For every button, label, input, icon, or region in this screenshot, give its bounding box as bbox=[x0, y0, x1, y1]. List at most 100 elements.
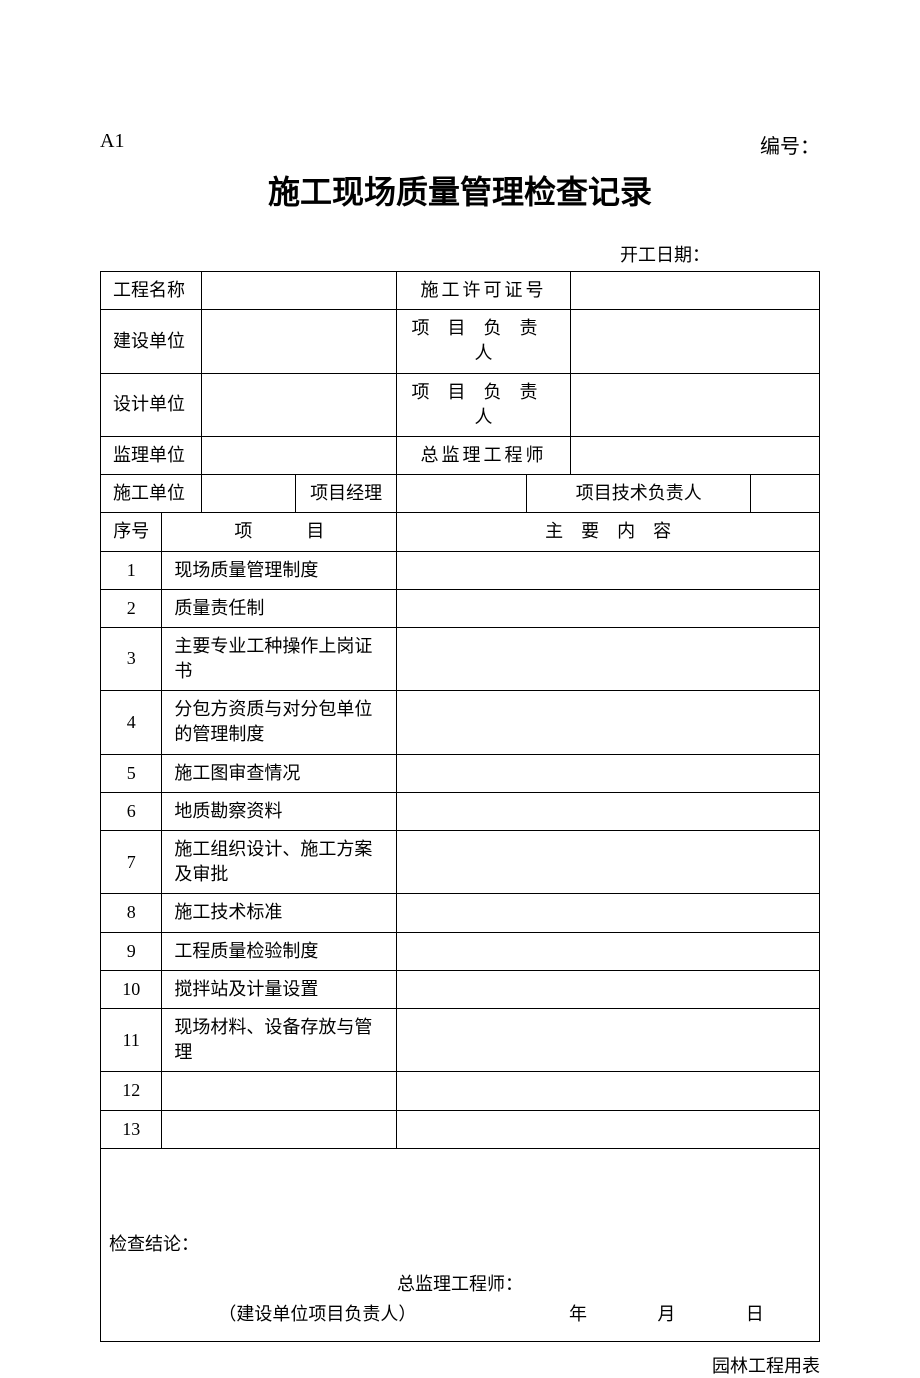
label-proj-mgr: 项目经理 bbox=[296, 475, 397, 513]
cell-design-unit[interactable] bbox=[202, 373, 397, 436]
table-row: 9 工程质量检验制度 bbox=[101, 932, 820, 970]
content-cell[interactable] bbox=[397, 831, 820, 894]
table-row: 4 分包方资质与对分包单位的管理制度 bbox=[101, 691, 820, 754]
item-cell: 施工技术标准 bbox=[162, 894, 397, 932]
cell-tech-leader[interactable] bbox=[751, 475, 820, 513]
label-constr-unit: 施工单位 bbox=[101, 475, 202, 513]
table-row: 5 施工图审查情况 bbox=[101, 754, 820, 792]
table-row: 7 施工组织设计、施工方案及审批 bbox=[101, 831, 820, 894]
signature-block: 总监理工程师： （建设单位项目负责人） 年 月 日 bbox=[101, 1272, 819, 1326]
item-cell: 施工组织设计、施工方案及审批 bbox=[162, 831, 397, 894]
conclusion-row: 检查结论： 总监理工程师： （建设单位项目负责人） 年 月 日 bbox=[101, 1148, 820, 1341]
table-row: 13 bbox=[101, 1110, 820, 1148]
label-project-name: 工程名称 bbox=[101, 272, 202, 310]
sn-cell: 2 bbox=[101, 589, 162, 627]
doc-code: A1 bbox=[100, 130, 124, 159]
item-cell: 现场质量管理制度 bbox=[162, 551, 397, 589]
sn-cell: 3 bbox=[101, 627, 162, 690]
main-table: 工程名称 施工许可证号 建设单位 项 目 负 责 人 设计单位 项 目 负 责 … bbox=[100, 271, 820, 1342]
footer-label: 园林工程用表 bbox=[100, 1352, 820, 1378]
sig-engineer-label: 总监理工程师： bbox=[101, 1272, 819, 1297]
table-row: 10 搅拌站及计量设置 bbox=[101, 970, 820, 1008]
conclusion-label: 检查结论： bbox=[109, 1232, 811, 1257]
item-cell bbox=[162, 1072, 397, 1110]
sn-cell: 5 bbox=[101, 754, 162, 792]
sn-cell: 13 bbox=[101, 1110, 162, 1148]
table-row-header: 序号 项 目 主 要 内 容 bbox=[101, 513, 820, 551]
content-cell[interactable] bbox=[397, 627, 820, 690]
serial-label: 编号： bbox=[760, 130, 820, 159]
item-cell: 分包方资质与对分包单位的管理制度 bbox=[162, 691, 397, 754]
table-row: 3 主要专业工种操作上岗证书 bbox=[101, 627, 820, 690]
label-design-unit: 设计单位 bbox=[101, 373, 202, 436]
table-row: 建设单位 项 目 负 责 人 bbox=[101, 310, 820, 373]
label-build-unit: 建设单位 bbox=[101, 310, 202, 373]
label-permit-no: 施工许可证号 bbox=[397, 272, 570, 310]
sig-date: 年 月 日 bbox=[534, 1302, 819, 1327]
content-cell[interactable] bbox=[397, 691, 820, 754]
table-row: 12 bbox=[101, 1072, 820, 1110]
sig-month: 月 bbox=[657, 1302, 675, 1327]
sn-cell: 10 bbox=[101, 970, 162, 1008]
table-row: 11 现场材料、设备存放与管理 bbox=[101, 1008, 820, 1071]
sig-day: 日 bbox=[746, 1302, 764, 1327]
label-proj-leader-1: 项 目 负 责 人 bbox=[397, 310, 570, 373]
content-cell[interactable] bbox=[397, 932, 820, 970]
cell-project-name[interactable] bbox=[202, 272, 397, 310]
content-cell[interactable] bbox=[397, 792, 820, 830]
content-cell[interactable] bbox=[397, 551, 820, 589]
content-cell[interactable] bbox=[397, 589, 820, 627]
table-row: 1 现场质量管理制度 bbox=[101, 551, 820, 589]
item-cell: 施工图审查情况 bbox=[162, 754, 397, 792]
content-cell[interactable] bbox=[397, 1008, 820, 1071]
top-row: A1 编号： bbox=[100, 130, 820, 159]
label-chief-supervise: 总监理工程师 bbox=[397, 436, 570, 474]
item-cell: 工程质量检验制度 bbox=[162, 932, 397, 970]
sn-cell: 7 bbox=[101, 831, 162, 894]
cell-constr-unit[interactable] bbox=[202, 475, 296, 513]
item-cell: 地质勘察资料 bbox=[162, 792, 397, 830]
col-sn: 序号 bbox=[101, 513, 162, 551]
content-cell[interactable] bbox=[397, 970, 820, 1008]
cell-proj-leader-2[interactable] bbox=[570, 373, 819, 436]
table-row: 施工单位 项目经理 项目技术负责人 bbox=[101, 475, 820, 513]
sn-cell: 6 bbox=[101, 792, 162, 830]
sn-cell: 8 bbox=[101, 894, 162, 932]
sn-cell: 1 bbox=[101, 551, 162, 589]
content-cell[interactable] bbox=[397, 754, 820, 792]
sig-owner-leader-label: （建设单位项目负责人） bbox=[101, 1302, 534, 1327]
form-page: A1 编号： 施工现场质量管理检查记录 开工日期： 工程名称 施工许可证号 建设… bbox=[0, 0, 920, 1302]
content-cell[interactable] bbox=[397, 1072, 820, 1110]
sn-cell: 9 bbox=[101, 932, 162, 970]
table-row: 6 地质勘察资料 bbox=[101, 792, 820, 830]
cell-permit-no[interactable] bbox=[570, 272, 819, 310]
table-row: 8 施工技术标准 bbox=[101, 894, 820, 932]
content-cell[interactable] bbox=[397, 1110, 820, 1148]
table-row: 2 质量责任制 bbox=[101, 589, 820, 627]
page-title: 施工现场质量管理检查记录 bbox=[100, 167, 820, 213]
table-row: 设计单位 项 目 负 责 人 bbox=[101, 373, 820, 436]
start-date-label: 开工日期： bbox=[100, 241, 820, 267]
col-content: 主 要 内 容 bbox=[397, 513, 820, 551]
cell-supervise-unit[interactable] bbox=[202, 436, 397, 474]
item-cell: 现场材料、设备存放与管理 bbox=[162, 1008, 397, 1071]
label-supervise-unit: 监理单位 bbox=[101, 436, 202, 474]
item-cell: 主要专业工种操作上岗证书 bbox=[162, 627, 397, 690]
content-cell[interactable] bbox=[397, 894, 820, 932]
table-row: 工程名称 施工许可证号 bbox=[101, 272, 820, 310]
table-row: 监理单位 总监理工程师 bbox=[101, 436, 820, 474]
cell-build-unit[interactable] bbox=[202, 310, 397, 373]
sn-cell: 11 bbox=[101, 1008, 162, 1071]
conclusion-cell[interactable]: 检查结论： 总监理工程师： （建设单位项目负责人） 年 月 日 bbox=[101, 1148, 820, 1341]
cell-proj-leader-1[interactable] bbox=[570, 310, 819, 373]
col-item: 项 目 bbox=[162, 513, 397, 551]
label-tech-leader: 项目技术负责人 bbox=[527, 475, 751, 513]
item-cell bbox=[162, 1110, 397, 1148]
item-cell: 搅拌站及计量设置 bbox=[162, 970, 397, 1008]
sn-cell: 4 bbox=[101, 691, 162, 754]
sig-year: 年 bbox=[569, 1302, 587, 1327]
cell-chief-supervise[interactable] bbox=[570, 436, 819, 474]
item-cell: 质量责任制 bbox=[162, 589, 397, 627]
cell-proj-mgr[interactable] bbox=[397, 475, 527, 513]
label-proj-leader-2: 项 目 负 责 人 bbox=[397, 373, 570, 436]
